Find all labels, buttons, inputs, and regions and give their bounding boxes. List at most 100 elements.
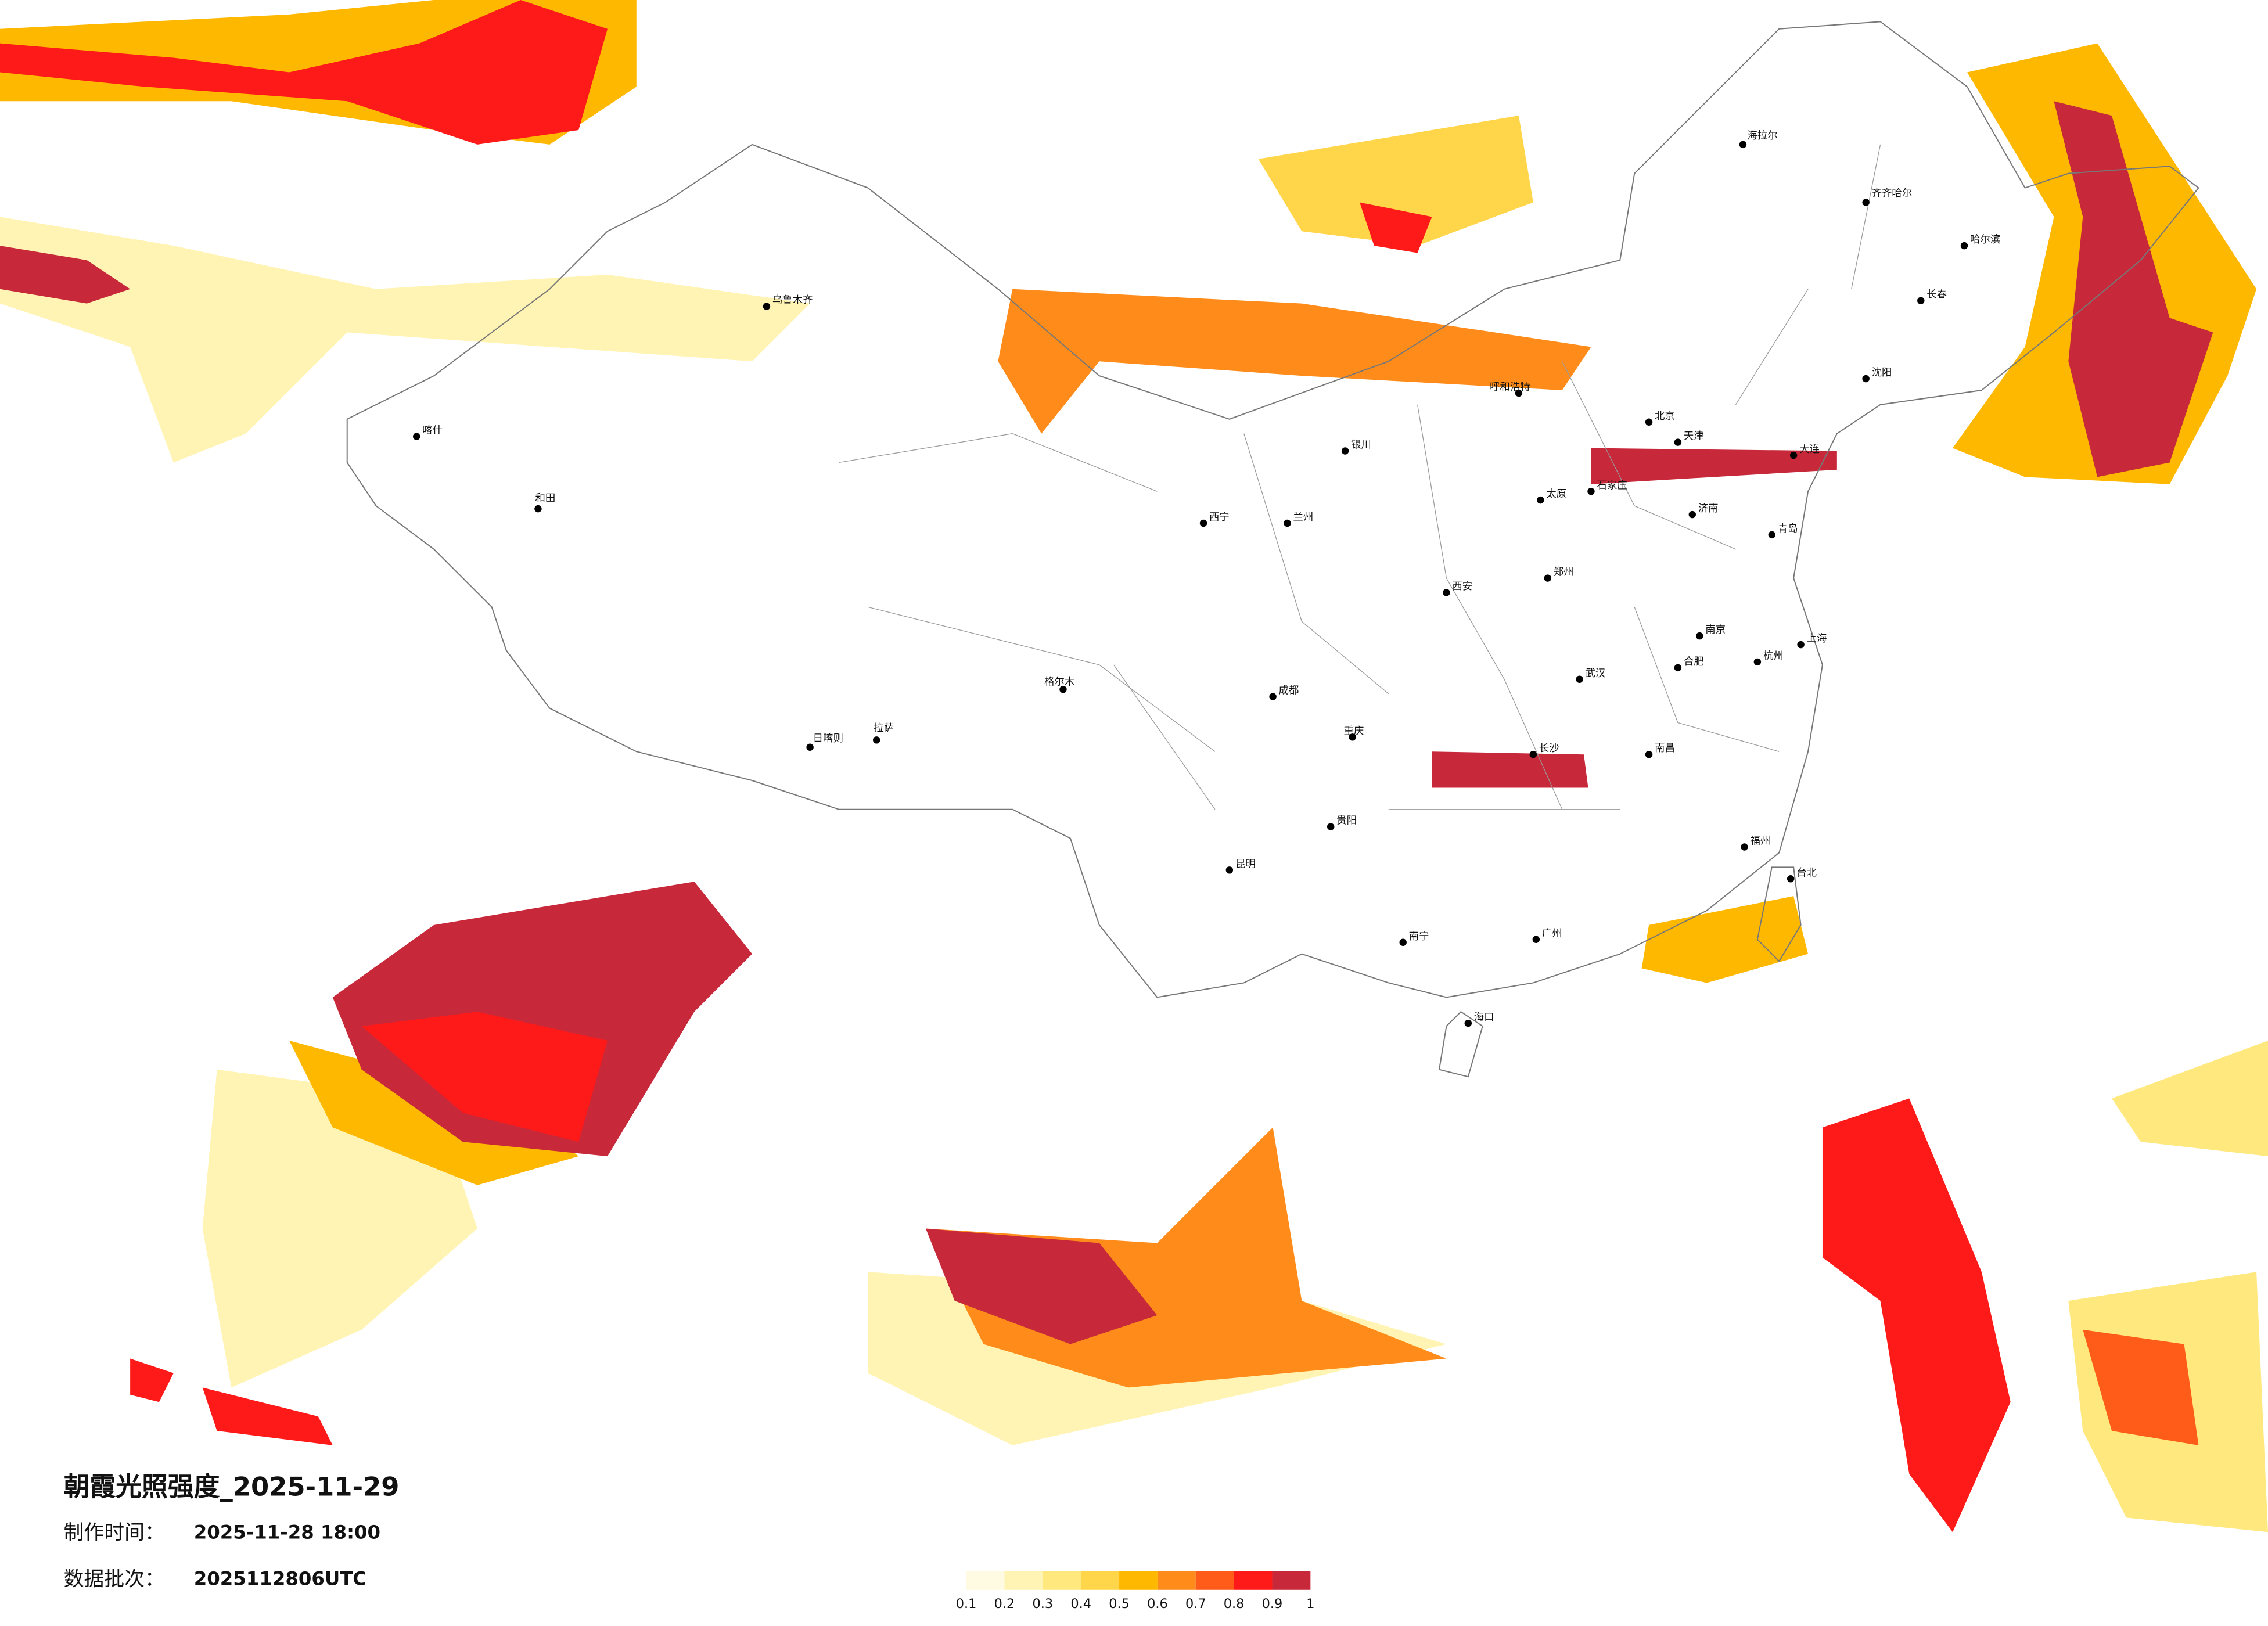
heat-area bbox=[1822, 1098, 2011, 1533]
country-outline bbox=[346, 21, 2199, 1078]
city: 济南 bbox=[1688, 503, 1719, 519]
city-label: 合肥 bbox=[1684, 656, 1704, 668]
city-label: 广州 bbox=[1542, 928, 1562, 940]
city-label: 重庆 bbox=[1344, 725, 1364, 737]
info-label: 数据批次： bbox=[64, 1567, 165, 1591]
city: 福州 bbox=[1741, 836, 1770, 851]
city: 台北 bbox=[1787, 867, 1817, 883]
heat-area bbox=[1258, 116, 1533, 246]
heat-area bbox=[0, 246, 131, 304]
city: 北京 bbox=[1645, 411, 1675, 426]
city: 西宁 bbox=[1199, 512, 1230, 527]
city: 上海 bbox=[1797, 633, 1827, 649]
city: 杭州 bbox=[1753, 650, 1784, 666]
city: 贵阳 bbox=[1327, 815, 1357, 830]
city-label: 郑州 bbox=[1554, 567, 1574, 578]
city-label: 昆明 bbox=[1235, 858, 1256, 870]
city: 喀什 bbox=[413, 425, 443, 440]
legend-tick-label: 0.7 bbox=[1185, 1596, 1206, 1611]
city-label: 台北 bbox=[1796, 867, 1817, 879]
city: 兰州 bbox=[1284, 512, 1313, 527]
heat-area bbox=[1591, 448, 1837, 484]
heat-area bbox=[361, 1012, 608, 1142]
city-label: 南昌 bbox=[1655, 743, 1675, 754]
city-label: 海口 bbox=[1474, 1012, 1494, 1023]
city: 重庆 bbox=[1344, 725, 1364, 741]
city-label: 喀什 bbox=[422, 425, 443, 437]
cities: 哈尔滨 长春 沈阳 北京 天津 石家庄 太原 呼和浩特 西安 兰州 西宁 银川 … bbox=[413, 130, 2000, 1027]
city: 长沙 bbox=[1529, 743, 1559, 758]
city: 长春 bbox=[1917, 289, 1947, 304]
city-label: 呼和浩特 bbox=[1490, 382, 1530, 393]
legend-tick-label: 0.4 bbox=[1070, 1596, 1091, 1611]
legend-tick-label: 0.3 bbox=[1033, 1596, 1054, 1611]
legend-tick-label: 1 bbox=[1306, 1596, 1314, 1611]
legend-tick-label: 0.1 bbox=[956, 1596, 977, 1611]
legend-swatch bbox=[1043, 1571, 1081, 1590]
city: 太原 bbox=[1537, 488, 1566, 504]
legend-tick-label: 0.2 bbox=[994, 1596, 1015, 1611]
heat-area bbox=[130, 1358, 333, 1445]
city: 齐齐哈尔 bbox=[1862, 188, 1912, 206]
city: 广州 bbox=[1532, 928, 1562, 943]
city: 拉萨 bbox=[872, 722, 894, 744]
heat-areas bbox=[0, 0, 2268, 1533]
city-label: 哈尔滨 bbox=[1970, 234, 2000, 246]
heat-area bbox=[2083, 1329, 2199, 1445]
city: 呼和浩特 bbox=[1490, 382, 1530, 397]
legend-swatch bbox=[1081, 1571, 1120, 1590]
city-label: 海拉尔 bbox=[1747, 130, 1777, 142]
legend-tick-label: 0.9 bbox=[1262, 1596, 1283, 1611]
legend-swatch bbox=[966, 1571, 1005, 1590]
legend: 0.1 0.2 0.3 0.4 0.5 0.6 0.7 0.8 0.9 1 bbox=[956, 1571, 1314, 1611]
city-label: 长春 bbox=[1926, 289, 1947, 301]
city-label: 乌鲁木齐 bbox=[772, 295, 813, 307]
city-label: 北京 bbox=[1655, 411, 1675, 422]
city-label: 和田 bbox=[535, 493, 555, 505]
city: 郑州 bbox=[1544, 567, 1574, 582]
city-label: 银川 bbox=[1351, 440, 1371, 451]
city: 青岛 bbox=[1768, 523, 1798, 539]
city-label: 南宁 bbox=[1409, 931, 1429, 942]
city-label: 拉萨 bbox=[874, 722, 894, 734]
heat-area bbox=[1432, 751, 1588, 788]
heat-area bbox=[2112, 1041, 2268, 1157]
city-label: 福州 bbox=[1750, 836, 1770, 847]
city: 昆明 bbox=[1225, 858, 1256, 874]
city: 武汉 bbox=[1576, 668, 1605, 683]
city-label: 格尔木 bbox=[1044, 677, 1074, 688]
legend-swatch bbox=[1195, 1571, 1234, 1590]
legend-swatch bbox=[1157, 1571, 1196, 1590]
city: 成都 bbox=[1269, 685, 1299, 700]
city-label: 西安 bbox=[1452, 581, 1472, 592]
heat-area bbox=[0, 217, 810, 463]
info-label: 制作时间： bbox=[64, 1521, 165, 1545]
city-label: 沈阳 bbox=[1872, 367, 1892, 379]
city: 哈尔滨 bbox=[1960, 234, 2000, 250]
city: 银川 bbox=[1341, 440, 1371, 455]
city: 南京 bbox=[1696, 624, 1726, 640]
city: 大连 bbox=[1789, 444, 1820, 459]
city-label: 贵阳 bbox=[1336, 815, 1357, 827]
legend-swatch bbox=[1234, 1571, 1273, 1590]
city: 日喀则 bbox=[806, 733, 843, 751]
city: 和田 bbox=[534, 493, 555, 513]
city: 海拉尔 bbox=[1739, 130, 1778, 149]
city-label: 成都 bbox=[1279, 685, 1299, 697]
legend-swatch bbox=[1119, 1571, 1158, 1590]
city-label: 上海 bbox=[1807, 633, 1827, 645]
city: 西安 bbox=[1443, 581, 1472, 596]
city: 天津 bbox=[1674, 431, 1704, 446]
info-value: 2025112806UTC bbox=[194, 1567, 366, 1589]
city: 南宁 bbox=[1399, 931, 1429, 946]
heat-area bbox=[2054, 101, 2213, 477]
city-label: 南京 bbox=[1705, 624, 1726, 636]
city: 合肥 bbox=[1674, 656, 1704, 672]
heat-area bbox=[925, 1228, 1158, 1344]
city-label: 齐齐哈尔 bbox=[1872, 188, 1913, 200]
city-label: 西宁 bbox=[1209, 512, 1230, 523]
city-label: 济南 bbox=[1698, 503, 1719, 515]
city: 南昌 bbox=[1645, 743, 1675, 758]
city-label: 太原 bbox=[1546, 488, 1566, 500]
